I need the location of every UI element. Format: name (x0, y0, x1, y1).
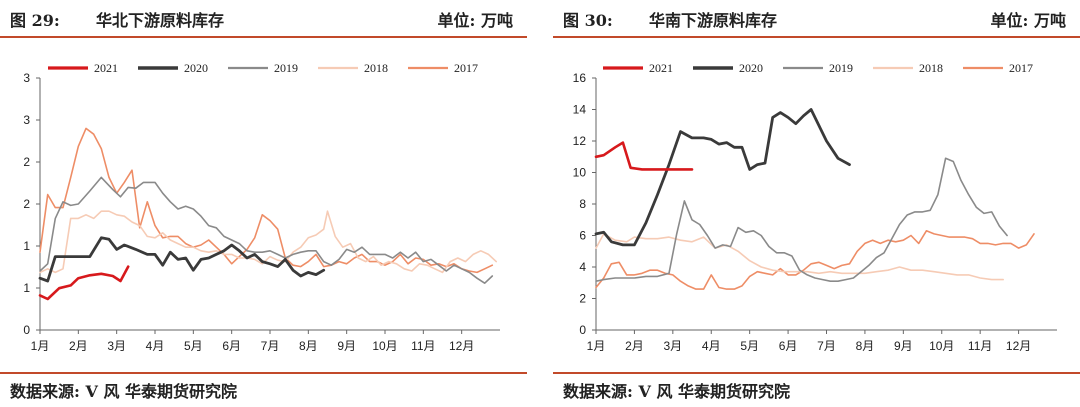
figure-unit: 单位: 万吨 (990, 11, 1066, 30)
figure-title: 华南下游原料库存 (649, 11, 778, 30)
x-tick-label: 4月 (702, 339, 721, 353)
series-line-2019 (39, 176, 494, 284)
x-tick-label: 9月 (894, 339, 913, 353)
y-tick-label: 2 (23, 155, 30, 169)
y-tick-label: 0 (579, 323, 586, 337)
y-tick-label: 2 (579, 292, 586, 306)
series-line-2020 (38, 236, 326, 283)
legend-label-2017: 2017 (1009, 61, 1033, 75)
series-line-2021 (38, 265, 130, 301)
y-tick-label: 4 (579, 260, 586, 274)
y-tick-label: 2 (23, 197, 30, 211)
figure-unit: 单位: 万吨 (437, 11, 513, 30)
y-tick-label: 12 (573, 134, 587, 148)
x-tick-label: 2月 (625, 339, 644, 353)
series-line-2018 (595, 233, 1004, 281)
line-chart-north: 0 1 1 2 2 3 3 1月 2月 3月 4月 5月 6月 7月 8月 9月 10月 11月 12月 2021 20… (23, 61, 500, 353)
legend-label-2019: 2019 (829, 61, 853, 75)
line-chart-south: 0 2 4 6 8 10 12 14 16 1月 2月 3月 4月 5月 6月 7月 8月 9月 10月 11月 12月… (573, 61, 1057, 353)
y-tick-label: 6 (579, 229, 586, 243)
series-line-2019 (595, 157, 1008, 282)
x-tick-label: 8月 (299, 339, 318, 353)
chart-panel-south: 图 30: 华南下游原料库存 单位: 万吨 0 2 4 6 8 10 12 14 16 1月 2月 3… (553, 0, 1080, 407)
legend-label-2019: 2019 (274, 61, 298, 75)
footer-rule (553, 372, 1080, 374)
x-tick-label: 4月 (146, 339, 165, 353)
x-tick-label: 9月 (337, 339, 356, 353)
x-tick-label: 7月 (261, 339, 280, 353)
header-rule (553, 36, 1080, 38)
chart-panel-north: 图 29: 华北下游原料库存 单位: 万吨 0 1 1 2 2 3 3 1月 2月 3月 4月 5月 6… (0, 0, 527, 407)
legend-label-2021: 2021 (649, 61, 673, 75)
series-line-2017 (595, 230, 1035, 290)
x-tick-label: 6月 (779, 339, 798, 353)
x-tick-label: 1月 (587, 339, 606, 353)
legend-label-2017: 2017 (454, 61, 478, 75)
series-line-2018 (39, 210, 497, 274)
x-tick-label: 2月 (69, 339, 88, 353)
y-tick-label: 14 (573, 103, 587, 117)
legend-label-2020: 2020 (739, 61, 763, 75)
header-rule (0, 36, 527, 38)
x-tick-label: 12月 (1006, 339, 1031, 353)
x-tick-label: 3月 (107, 339, 126, 353)
legend-label-2021: 2021 (94, 61, 118, 75)
x-tick-label: 11月 (411, 339, 435, 353)
x-tick-label: 10月 (372, 339, 397, 353)
y-tick-label: 1 (23, 281, 30, 295)
y-tick-label: 1 (23, 239, 30, 253)
x-tick-label: 7月 (817, 339, 836, 353)
legend-label-2020: 2020 (184, 61, 208, 75)
y-tick-label: 16 (573, 71, 587, 85)
x-tick-label: 10月 (929, 339, 954, 353)
x-tick-label: 8月 (856, 339, 875, 353)
figure-header: 图 29: 华北下游原料库存 单位: 万吨 (0, 0, 527, 36)
x-tick-label: 5月 (184, 339, 203, 353)
series-line-2021 (594, 141, 694, 171)
figure-header: 图 30: 华南下游原料库存 单位: 万吨 (553, 0, 1080, 36)
x-tick-label: 12月 (449, 339, 474, 353)
x-tick-label: 6月 (222, 339, 241, 353)
x-tick-label: 1月 (31, 339, 50, 353)
y-tick-label: 10 (573, 166, 587, 180)
legend-label-2018: 2018 (919, 61, 943, 75)
x-tick-label: 5月 (740, 339, 759, 353)
x-tick-label: 11月 (968, 339, 992, 353)
figure-number: 图 30: (563, 11, 613, 30)
y-tick-label: 3 (23, 71, 30, 85)
data-source: 数据来源: V 风 华泰期货研究院 (10, 382, 238, 401)
legend-label-2018: 2018 (364, 61, 388, 75)
y-tick-label: 3 (23, 113, 30, 127)
footer-rule (0, 372, 527, 374)
figure-title: 华北下游原料库存 (96, 11, 225, 30)
y-tick-label: 0 (23, 323, 30, 337)
x-tick-label: 3月 (663, 339, 682, 353)
series-line-2017 (39, 127, 494, 274)
y-tick-label: 8 (579, 197, 586, 211)
data-source: 数据来源: V 风 华泰期货研究院 (563, 382, 791, 401)
figure-number: 图 29: (10, 11, 60, 30)
series-line-2020 (594, 108, 851, 247)
